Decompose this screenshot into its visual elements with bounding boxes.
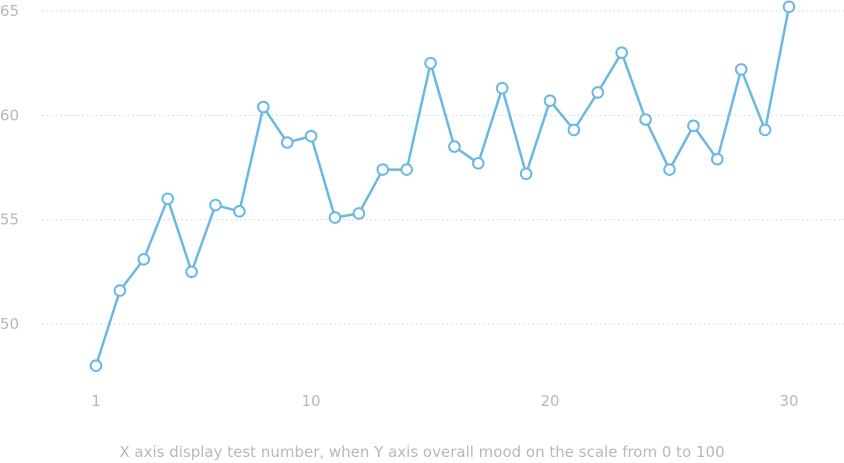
- data-point[interactable]: [352, 207, 366, 220]
- chart-caption: X axis display test number, when Y axis …: [119, 443, 725, 461]
- x-tick-label: 10: [302, 392, 321, 410]
- data-point[interactable]: [448, 140, 461, 153]
- grid-lines: [42, 10, 844, 325]
- data-point[interactable]: [567, 123, 581, 137]
- data-point[interactable]: [233, 205, 246, 218]
- data-point[interactable]: [257, 100, 270, 114]
- data-point[interactable]: [304, 129, 318, 143]
- series-line: [94, 6, 791, 367]
- data-point[interactable]: [424, 56, 437, 70]
- x-tick-label: 1: [91, 392, 101, 410]
- y-tick-label: 55: [0, 211, 19, 229]
- x-tick-label: 20: [540, 392, 559, 410]
- data-point[interactable]: [591, 86, 605, 99]
- data-point[interactable]: [615, 46, 629, 60]
- data-point[interactable]: [280, 136, 294, 149]
- data-point[interactable]: [137, 252, 151, 266]
- y-tick-label: 65: [0, 2, 19, 20]
- data-point[interactable]: [185, 265, 198, 279]
- series-layer: [89, 0, 796, 373]
- y-tick-label: 60: [0, 106, 19, 124]
- data-point[interactable]: [663, 163, 676, 176]
- data-point[interactable]: [495, 81, 509, 95]
- x-axis-ticks: 1 10 20 30: [91, 392, 798, 410]
- data-point[interactable]: [376, 163, 390, 176]
- data-point[interactable]: [472, 157, 485, 170]
- data-point[interactable]: [161, 192, 174, 206]
- data-point[interactable]: [758, 123, 772, 137]
- data-point[interactable]: [543, 94, 557, 107]
- data-point[interactable]: [519, 167, 533, 181]
- data-point[interactable]: [209, 198, 222, 212]
- data-point[interactable]: [711, 152, 724, 166]
- data-point[interactable]: [687, 119, 700, 133]
- data-point[interactable]: [400, 163, 414, 176]
- y-tick-label: 50: [0, 315, 19, 333]
- data-point[interactable]: [89, 359, 103, 373]
- y-axis-ticks: 50 55 60 65: [0, 2, 19, 333]
- data-point[interactable]: [328, 211, 342, 224]
- data-point[interactable]: [113, 284, 127, 297]
- x-tick-label: 30: [779, 392, 798, 410]
- data-point[interactable]: [639, 113, 652, 126]
- data-point[interactable]: [782, 0, 796, 14]
- data-point[interactable]: [734, 63, 748, 76]
